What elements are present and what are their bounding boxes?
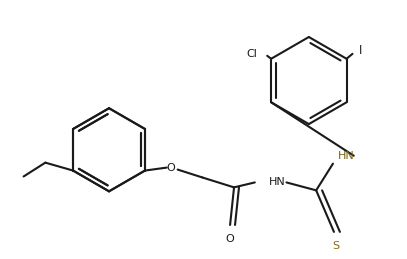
Text: HN: HN (338, 151, 354, 161)
Text: I: I (359, 44, 362, 57)
Text: O: O (166, 163, 175, 172)
Text: O: O (226, 234, 234, 244)
Text: HN: HN (269, 177, 285, 188)
Text: Cl: Cl (246, 49, 257, 59)
Text: S: S (333, 241, 339, 251)
